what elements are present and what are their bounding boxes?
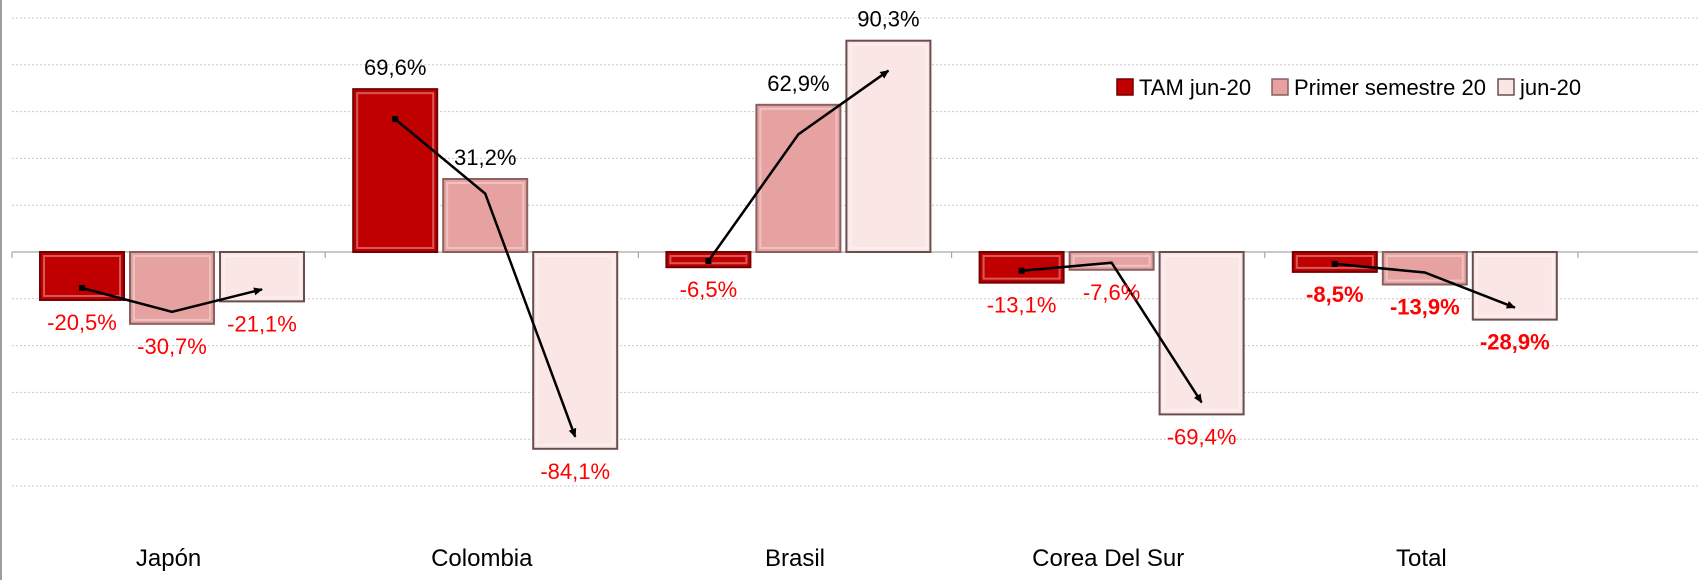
data-label-primer-semestre-20-total: -13,9% — [1390, 295, 1460, 320]
bar-bevel — [223, 255, 301, 299]
data-label-primer-semestre-20-jap-n: -30,7% — [137, 334, 207, 359]
legend-swatch-primer-semestre-20 — [1271, 78, 1289, 96]
legend-swatch-jun-20 — [1497, 78, 1515, 96]
bar-jun-20-brasil — [845, 39, 932, 254]
trend-arrow-total — [1331, 260, 1516, 309]
bar-tam-jun-20-total — [1291, 251, 1378, 273]
data-label-jun-20-jap-n: -21,1% — [227, 311, 297, 336]
data-label-jun-20-total: -28,9% — [1480, 330, 1550, 355]
data-label-tam-jun-20-colombia: 69,6% — [364, 55, 426, 80]
data-label-primer-semestre-20-colombia: 31,2% — [454, 145, 516, 170]
trend-arrow-brasil — [705, 69, 890, 265]
data-label-jun-20-brasil: 90,3% — [857, 7, 919, 32]
bar-jun-20-jap-n — [219, 251, 305, 303]
legend: TAM jun-20 Primer semestre 20 jun-20 — [1116, 75, 1581, 100]
data-label-jun-20-corea-del-sur: -69,4% — [1167, 424, 1237, 449]
trend-arrow-jap-n — [79, 285, 263, 314]
category-labels: Japón Colombia Brasil Corea Del Sur Total — [136, 545, 1447, 572]
bar-jun-20-total — [1471, 251, 1558, 321]
legend-swatch-tam-jun-20 — [1116, 78, 1134, 96]
bar-jun-20-colombia — [532, 251, 619, 450]
bar-primer-semestre-20-brasil — [755, 103, 842, 254]
data-label-primer-semestre-20-brasil: 62,9% — [767, 71, 829, 96]
bar-bevel — [1072, 255, 1151, 267]
category-label-jap-n: Japón — [136, 545, 201, 572]
trend-arrow-colombia — [392, 116, 577, 438]
data-label-tam-jun-20-brasil: -6,5% — [680, 277, 737, 302]
legend-label-primer-semestre-20: Primer semestre 20 — [1294, 75, 1486, 100]
bars — [39, 39, 1558, 450]
category-label-total: Total — [1396, 545, 1447, 572]
legend-label-jun-20: jun-20 — [1519, 75, 1581, 100]
category-label-brasil: Brasil — [765, 545, 825, 572]
bar-primer-semestre-20-corea-del-sur — [1068, 251, 1155, 271]
data-label-tam-jun-20-total: -8,5% — [1306, 282, 1363, 307]
bar-tam-jun-20-colombia — [352, 88, 439, 253]
category-label-corea-del-sur: Corea Del Sur — [1032, 545, 1184, 572]
bar-jun-20-corea-del-sur — [1158, 251, 1245, 416]
trend-arrows — [79, 69, 1516, 438]
category-label-colombia: Colombia — [431, 545, 533, 572]
data-labels: -20,5% -30,7% -21,1% 69,6% 31,2% -84,1% -6,5% 6… — [47, 7, 1550, 484]
trend-arrow-corea-del-sur — [1018, 261, 1203, 404]
data-label-tam-jun-20-corea-del-sur: -13,1% — [987, 293, 1057, 318]
legend-label-tam-jun-20: TAM jun-20 — [1139, 75, 1251, 100]
bar-bevel — [43, 255, 121, 297]
data-label-primer-semestre-20-corea-del-sur: -7,6% — [1083, 280, 1140, 305]
data-label-tam-jun-20-jap-n: -20,5% — [47, 310, 117, 335]
bar-tam-jun-20-jap-n — [39, 251, 125, 301]
data-label-jun-20-colombia: -84,1% — [540, 459, 610, 484]
bar-primer-semestre-20-colombia — [442, 177, 529, 254]
